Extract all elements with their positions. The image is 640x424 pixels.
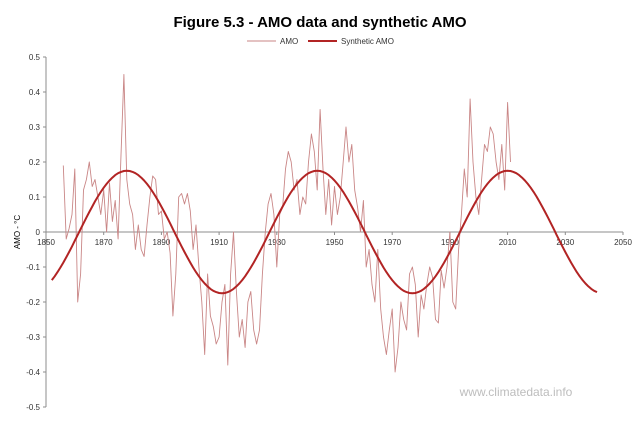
legend-label-synthetic: Synthetic AMO: [341, 37, 394, 46]
y-tick-label: 0.3: [29, 123, 41, 132]
series-line-amo: [62, 74, 511, 373]
y-tick-label: -0.2: [26, 298, 40, 307]
x-tick-label: 1870: [95, 238, 113, 247]
series-line-synthetic-amo: [51, 169, 598, 295]
x-tick-label: 1910: [210, 238, 228, 247]
x-tick-label: 1890: [153, 238, 171, 247]
watermark: www.climatedata.info: [459, 385, 573, 399]
y-tick-label: 0.2: [29, 158, 41, 167]
x-tick-label: 2010: [499, 238, 517, 247]
legend-label-amo: AMO: [280, 37, 298, 46]
legend: AMO Synthetic AMO: [247, 37, 394, 46]
y-tick-label: -0.4: [26, 368, 40, 377]
x-tick-label: 1950: [326, 238, 344, 247]
axes: [43, 56, 624, 408]
y-tick-label: -0.3: [26, 333, 40, 342]
y-tick-label: 0.4: [29, 88, 41, 97]
y-tick-label: 0: [36, 228, 41, 237]
y-tick-label: -0.1: [26, 263, 40, 272]
y-tick-label: -0.5: [26, 403, 40, 412]
chart-title: Figure 5.3 - AMO data and synthetic AMO: [173, 14, 466, 31]
series-layer: [51, 74, 598, 373]
y-tick-label: 0.5: [29, 53, 41, 62]
x-tick-label: 1930: [268, 238, 286, 247]
x-tick-label: 2050: [614, 238, 632, 247]
y-axis-label: AMO - °C: [13, 215, 22, 250]
x-tick-label: 2030: [556, 238, 574, 247]
x-tick-label: 1850: [37, 238, 55, 247]
y-tick-label: 0.1: [29, 193, 41, 202]
x-tick-label: 1970: [383, 238, 401, 247]
